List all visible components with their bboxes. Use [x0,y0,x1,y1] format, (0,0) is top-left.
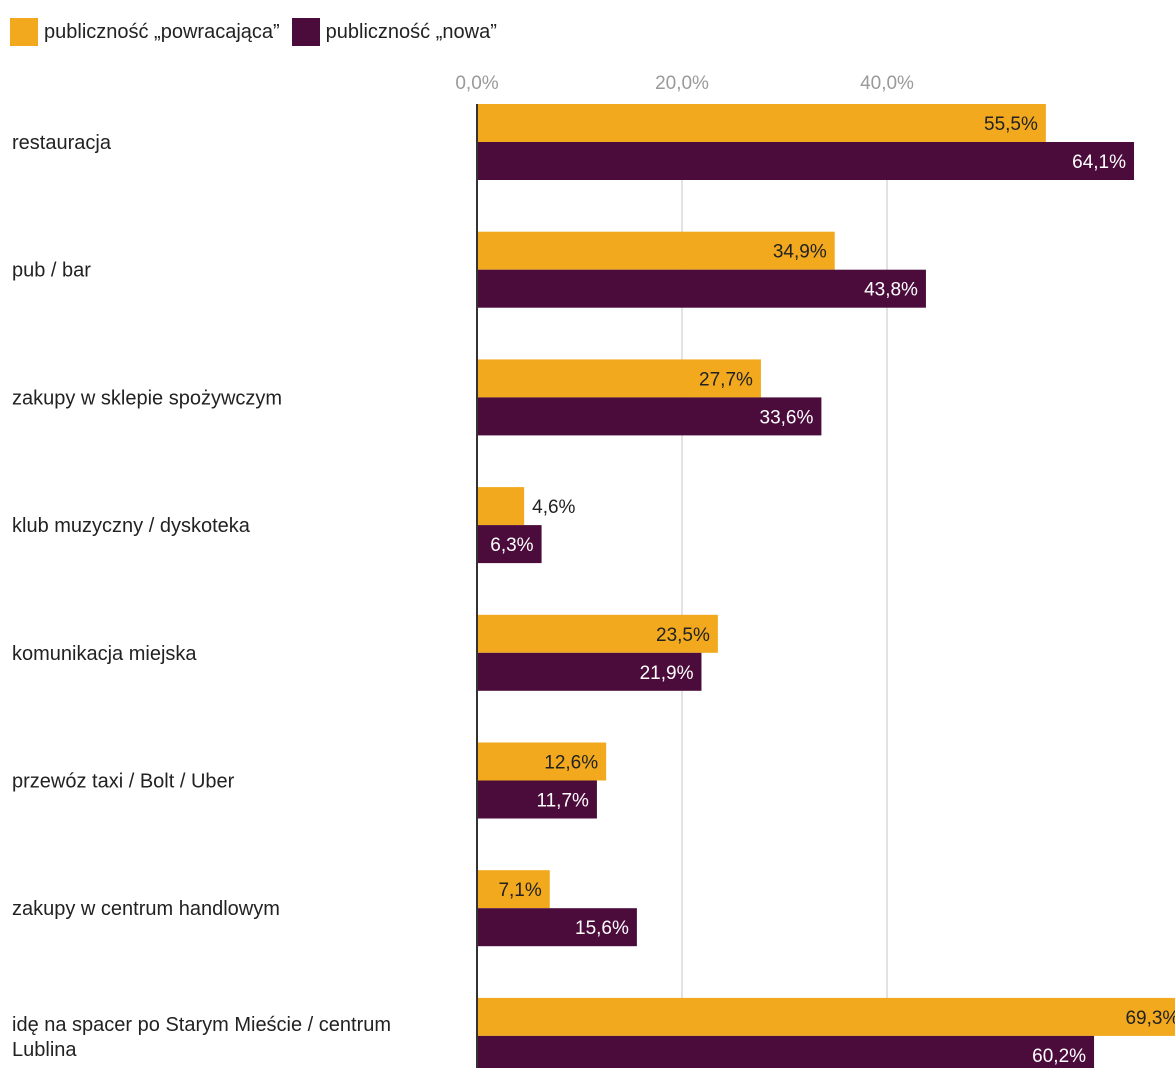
category-label: klub muzyczny / dyskoteka [12,515,251,537]
bar-returning [477,742,607,781]
category-label: przewóz taxi / Bolt / Uber [12,771,235,793]
data-label: 43,8% [864,280,918,301]
data-label: 21,9% [640,663,694,684]
x-tick-label: 40,0% [860,73,914,94]
x-tick-label: 20,0% [655,73,709,94]
bar-returning [477,359,761,398]
bar-new [477,1035,1095,1068]
data-label: 23,5% [656,625,710,646]
data-label: 12,6% [544,753,598,774]
bar-returning [477,231,835,270]
bar-new [477,525,542,564]
category-label: pub / bar [12,260,91,282]
legend-swatch-new [291,18,320,46]
data-label: 7,1% [498,880,541,901]
bar-new [477,269,926,308]
bar-new [477,780,597,819]
data-label: 55,5% [984,114,1038,135]
category-label: zakupy w centrum handlowym [12,898,280,920]
legend-label-new: publiczność „nowa” [325,20,497,43]
bar-returning [477,104,1046,142]
category-label: idę na spacer po Starym Mieście / centru… [12,1014,391,1061]
legend-swatch-returning [10,18,38,46]
category-label: zakupy w sklepie spożywczym [12,387,282,409]
x-tick-label: 0,0% [455,73,498,94]
bar-new [477,908,637,947]
bar-new [477,397,822,436]
data-label: 33,6% [760,407,814,428]
legend-item-returning: publiczność „powracająca” [10,18,280,46]
category-label: restauracja [12,132,112,154]
bar-returning [477,614,718,653]
data-label: 34,9% [773,242,827,263]
data-label: 4,6% [532,497,575,518]
data-label: 60,2% [1032,1046,1086,1067]
legend-label-returning: publiczność „powracająca” [44,20,280,43]
data-label: 6,3% [490,535,533,556]
legend-item-new: publiczność „nowa” [291,18,497,46]
data-label: 69,3% [1125,1008,1175,1029]
bar-returning [477,870,550,909]
chart-legend: publiczność „powracająca” publiczność „n… [10,18,509,46]
bar-new [477,142,1135,180]
data-label: 27,7% [699,369,753,390]
data-label: 64,1% [1072,152,1126,173]
bar-returning [477,487,525,526]
bar-new [477,652,702,691]
data-label: 11,7% [536,791,589,812]
data-label: 15,6% [575,918,629,939]
category-label: komunikacja miejska [12,643,197,665]
bar-returning [477,997,1175,1036]
